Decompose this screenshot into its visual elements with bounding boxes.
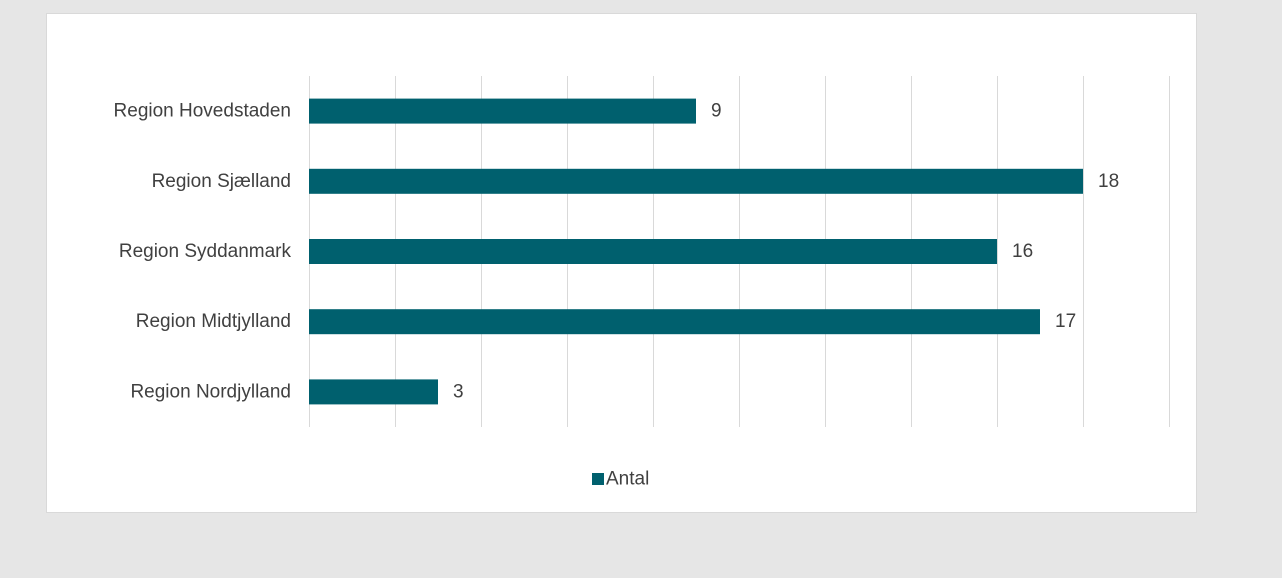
legend-swatch-antal (592, 473, 604, 485)
bars (309, 98, 1083, 405)
data-label: 17 (1055, 311, 1076, 332)
bar-chart: Region Hovedstaden Region Sjælland Region … (114, 76, 1170, 490)
bar (309, 379, 438, 405)
bar (309, 98, 696, 124)
category-label: Region Midtjylland (136, 311, 291, 332)
category-label: Region Syddanmark (119, 241, 292, 262)
data-label: 18 (1098, 171, 1119, 192)
bar (309, 239, 997, 264)
data-label: 3 (453, 381, 464, 402)
category-label: Region Hovedstaden (114, 101, 291, 122)
category-label: Region Nordjylland (130, 381, 291, 402)
bar (309, 168, 1083, 194)
chart-card: Region Hovedstaden Region Sjælland Region … (46, 13, 1197, 513)
value-labels: 9 18 16 17 3 (453, 101, 1119, 403)
data-label: 16 (1012, 241, 1033, 262)
category-label: Region Sjælland (152, 171, 291, 192)
legend-label-antal: Antal (606, 469, 649, 490)
data-label: 9 (711, 101, 722, 122)
legend: Antal (592, 469, 649, 490)
category-labels: Region Hovedstaden Region Sjælland Region … (114, 101, 292, 403)
bar (309, 309, 1040, 335)
